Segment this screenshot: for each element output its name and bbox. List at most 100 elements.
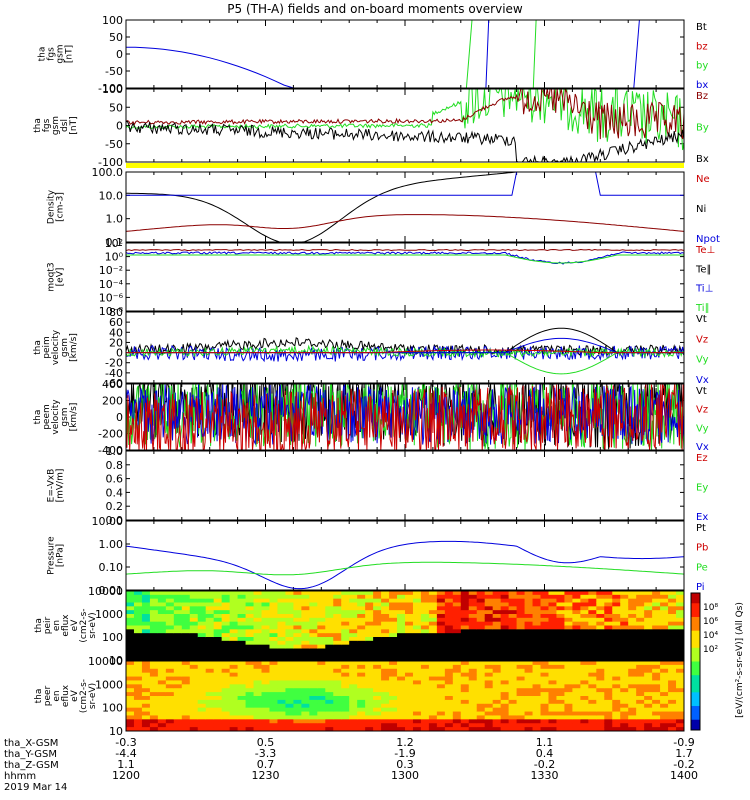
legend-peem-2: Vy — [696, 423, 709, 434]
heat-cell — [644, 664, 653, 670]
heat-cell — [524, 688, 534, 693]
heat-cell — [165, 656, 175, 661]
heat-cell — [397, 711, 406, 716]
heat-cell — [468, 640, 478, 646]
heat-cell — [492, 723, 502, 728]
heat-cell — [381, 696, 390, 701]
heat-cell — [516, 684, 526, 689]
heat-cell — [293, 602, 302, 607]
heat-cell — [357, 644, 366, 649]
heat-cell — [405, 644, 414, 649]
eph-z-3: -0.2 — [534, 758, 555, 771]
heat-cell — [237, 676, 247, 681]
heat-cell — [157, 637, 167, 642]
heat-cell — [189, 696, 199, 701]
heat-cell — [301, 602, 310, 607]
ytick-label: 0.01 — [99, 584, 124, 597]
heat-cell — [165, 640, 175, 646]
heat-cell — [500, 621, 510, 626]
heat-cell — [397, 696, 406, 701]
heat-cell — [452, 652, 462, 657]
heat-cell — [604, 602, 613, 607]
colorbar-tick: 10² — [703, 645, 718, 655]
heat-cell — [460, 614, 470, 619]
heat-cell — [221, 652, 231, 657]
legend-pressure-1: Pb — [696, 543, 708, 554]
heat-cell — [588, 688, 597, 693]
heat-cell — [253, 680, 263, 685]
heat-cell — [668, 602, 677, 607]
heat-cell — [468, 591, 478, 596]
heat-cell — [261, 614, 270, 619]
heat-cell — [133, 699, 143, 705]
heat-cell — [173, 606, 183, 611]
heat-cell — [540, 668, 549, 674]
heat-cell — [628, 672, 637, 678]
heat-cell — [245, 640, 255, 646]
heat-cell — [285, 727, 294, 732]
heat-cell — [436, 684, 446, 689]
heat-cell — [333, 684, 342, 689]
heat-cell — [668, 696, 677, 701]
heat-cell — [620, 652, 629, 657]
heat-cell — [476, 703, 486, 709]
heat-cell — [197, 648, 207, 653]
heat-cell — [341, 688, 350, 693]
heat-cell — [285, 598, 294, 603]
heat-cell — [277, 633, 286, 638]
heat-cell — [221, 602, 231, 607]
heat-cell — [373, 711, 382, 716]
heat-cell — [492, 591, 502, 596]
heat-cell — [309, 621, 318, 626]
heat-cell — [373, 727, 382, 732]
heat-cell — [652, 688, 661, 693]
heat-cell — [532, 640, 542, 646]
heat-cell — [157, 711, 167, 716]
heat-cell — [620, 703, 629, 709]
heat-cell — [596, 664, 605, 670]
heat-cell — [253, 719, 263, 724]
heat-cell — [556, 668, 565, 674]
heat-cell — [349, 591, 358, 596]
heat-cell — [149, 656, 159, 661]
heat-cell — [133, 703, 143, 709]
heat-cell — [436, 723, 446, 728]
heat-cell — [628, 719, 637, 724]
legend-pressure-0: Pt — [696, 523, 706, 534]
heat-cell — [484, 684, 494, 689]
heat-cell — [612, 668, 621, 674]
colorbar-cell — [691, 603, 700, 608]
heat-cell — [221, 684, 231, 689]
heat-cell — [516, 668, 526, 674]
heat-cell — [556, 644, 565, 649]
heat-cell — [133, 688, 143, 693]
heat-cell — [668, 676, 677, 681]
heat-cell — [141, 640, 151, 646]
heat-cell — [476, 617, 486, 623]
heat-cell — [261, 629, 270, 634]
heat-cell — [564, 699, 573, 705]
heat-cell — [508, 594, 518, 600]
heat-cell — [588, 661, 597, 666]
heat-cell — [564, 656, 573, 661]
colorbar-cell — [691, 716, 700, 721]
heat-cell — [221, 715, 231, 720]
heat-cell — [325, 684, 334, 689]
heat-cell — [333, 640, 342, 646]
heat-cell — [325, 656, 334, 661]
heat-cell — [317, 668, 326, 674]
heat-cell — [500, 676, 510, 681]
heat-cell — [381, 676, 390, 681]
heat-cell — [588, 707, 597, 713]
heat-cell — [165, 598, 175, 603]
heat-cell — [436, 664, 446, 670]
heat-cell — [628, 699, 637, 705]
heat-cell — [349, 656, 358, 661]
heat-cell — [325, 703, 334, 709]
heat-cell — [636, 610, 645, 615]
ytick-label: 0 — [116, 411, 123, 424]
heat-cell — [460, 598, 470, 603]
heat-cell — [205, 723, 215, 728]
heat-cell — [412, 661, 422, 666]
heat-cell — [126, 703, 135, 709]
